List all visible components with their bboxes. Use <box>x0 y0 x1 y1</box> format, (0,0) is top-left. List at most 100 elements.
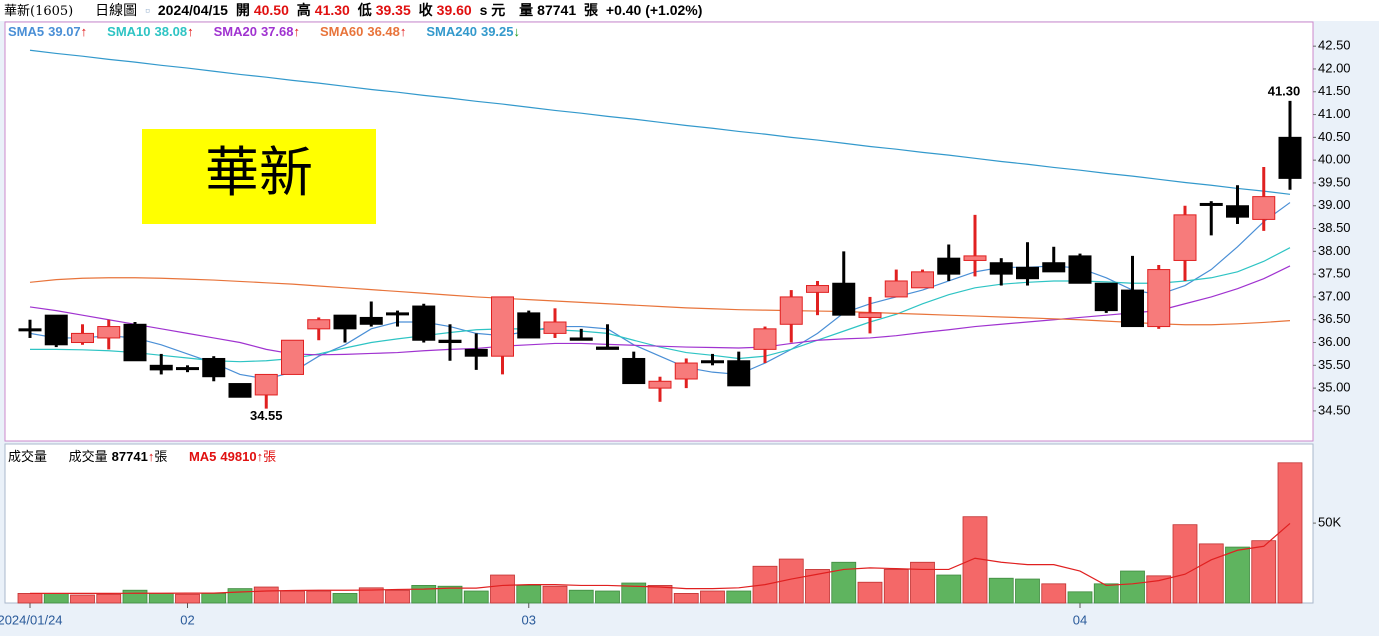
volume-legend: 成交量 成交量 87741↑張 MA5 49810↑張 <box>8 446 276 465</box>
volume-bar <box>516 585 542 604</box>
sma-line <box>29 49 1291 195</box>
legend-item: SMA10 38.08↑ <box>107 24 193 39</box>
y-tick-label: 34.50 <box>1318 402 1351 417</box>
volume-bar <box>201 593 227 604</box>
volume-bar <box>805 569 830 604</box>
volume-bar <box>43 593 69 604</box>
volume-tick-label: 50K <box>1318 515 1341 530</box>
volume-bar <box>673 593 699 604</box>
volume-bar <box>17 593 43 604</box>
volume-label: 量 <box>519 2 534 18</box>
volume-bar <box>332 593 358 604</box>
candle-body <box>622 357 646 385</box>
y-tick-label: 41.50 <box>1318 83 1351 98</box>
y-tick-label: 36.50 <box>1318 311 1351 326</box>
candle-body <box>333 314 357 330</box>
header-bar: 華新(1605) 日線圖 ▫ 2024/04/15 開 40.50 高 41.30 … <box>0 0 1379 21</box>
low-label: 低 <box>357 2 372 18</box>
legend: SMA5 39.07↑ SMA10 38.08↑ SMA20 37.68↑ SMA60 36.… <box>8 24 540 39</box>
candle-body <box>44 314 68 346</box>
candle-body <box>989 262 1013 275</box>
volume-bar <box>1225 546 1250 604</box>
volume-bar <box>358 587 384 604</box>
candle-body <box>1147 269 1171 328</box>
candle-body <box>911 271 934 289</box>
volume-legend-unit: 張 <box>154 449 168 464</box>
volume-bar <box>437 585 463 604</box>
volume-bar <box>70 594 95 604</box>
candle-body <box>1252 196 1276 220</box>
volume-bar <box>883 569 909 604</box>
candle-body <box>596 346 619 350</box>
high: 41.30 <box>314 2 350 18</box>
candle-body <box>464 348 488 357</box>
candle-body <box>543 321 567 334</box>
sma-line <box>29 277 1291 326</box>
volume-bar <box>227 588 253 604</box>
volume-bar <box>857 581 883 604</box>
volume-bar <box>568 589 594 604</box>
watermark: 華新 <box>205 141 313 204</box>
candle-body <box>1226 205 1249 218</box>
candle-body <box>307 319 331 330</box>
volume: 87741 <box>537 2 577 18</box>
candle-body <box>1094 282 1118 312</box>
volume-bar <box>253 586 279 604</box>
volume-bar <box>542 585 568 604</box>
volume-bar <box>1198 543 1224 604</box>
legend-value: 39.07 <box>48 24 81 39</box>
unit: s 元 <box>479 2 506 18</box>
legend-value: 37.68 <box>260 24 294 39</box>
legend-trend: ↑ <box>293 24 300 39</box>
volume-legend-value: 87741 <box>111 449 148 464</box>
x-tick-label: 04 <box>1073 612 1087 627</box>
change: +0.40 (+1.02%) <box>605 2 703 18</box>
legend-name: SMA10 <box>107 24 151 39</box>
volume-bar <box>936 574 962 604</box>
candle-body <box>648 380 672 389</box>
volume-bar <box>1172 524 1198 604</box>
volume-ma-line <box>30 522 1291 595</box>
y-tick-label: 42.00 <box>1318 60 1351 75</box>
volume-bar <box>1120 570 1145 604</box>
volume-bar <box>148 593 174 604</box>
volume-bar <box>700 590 725 604</box>
volume-legend-trend: ↑ <box>147 449 155 464</box>
volume-bar <box>595 590 620 604</box>
volume-bar <box>411 585 437 604</box>
candle-body <box>753 328 777 350</box>
y-tick-label: 41.00 <box>1318 106 1351 121</box>
candle-body <box>71 332 94 344</box>
candle-body <box>97 326 121 339</box>
candle-body <box>228 383 252 398</box>
volume-bar <box>910 561 935 604</box>
y-tick-label: 35.00 <box>1318 380 1351 395</box>
candle-body <box>858 312 882 318</box>
volume-bar <box>306 590 332 604</box>
stock-name: 華新(1605) <box>4 4 74 19</box>
volume-bar <box>1251 540 1277 604</box>
period: 日線圖 <box>95 2 138 18</box>
y-tick-label: 39.00 <box>1318 197 1351 212</box>
y-tick-label: 40.00 <box>1318 152 1351 167</box>
candle-body <box>438 339 462 344</box>
x-tick-label: 02 <box>180 612 194 627</box>
volume-bar <box>122 589 148 604</box>
volume-bar <box>1041 583 1067 604</box>
volume-bar <box>96 593 122 604</box>
close: 39.60 <box>436 2 472 18</box>
sma-line <box>29 265 1291 356</box>
volume-panel <box>4 443 1314 604</box>
legend-trend: ↑ <box>80 24 88 39</box>
candle-body <box>386 312 409 316</box>
open-label: 開 <box>235 2 250 18</box>
volume-bar <box>385 589 410 604</box>
legend-trend: ↑ <box>399 24 407 39</box>
ma-legend-trend: ↑ <box>256 449 264 464</box>
candle-body <box>491 296 514 357</box>
candle-body <box>963 255 987 261</box>
candle-body <box>806 285 829 293</box>
candle-body <box>412 305 436 341</box>
